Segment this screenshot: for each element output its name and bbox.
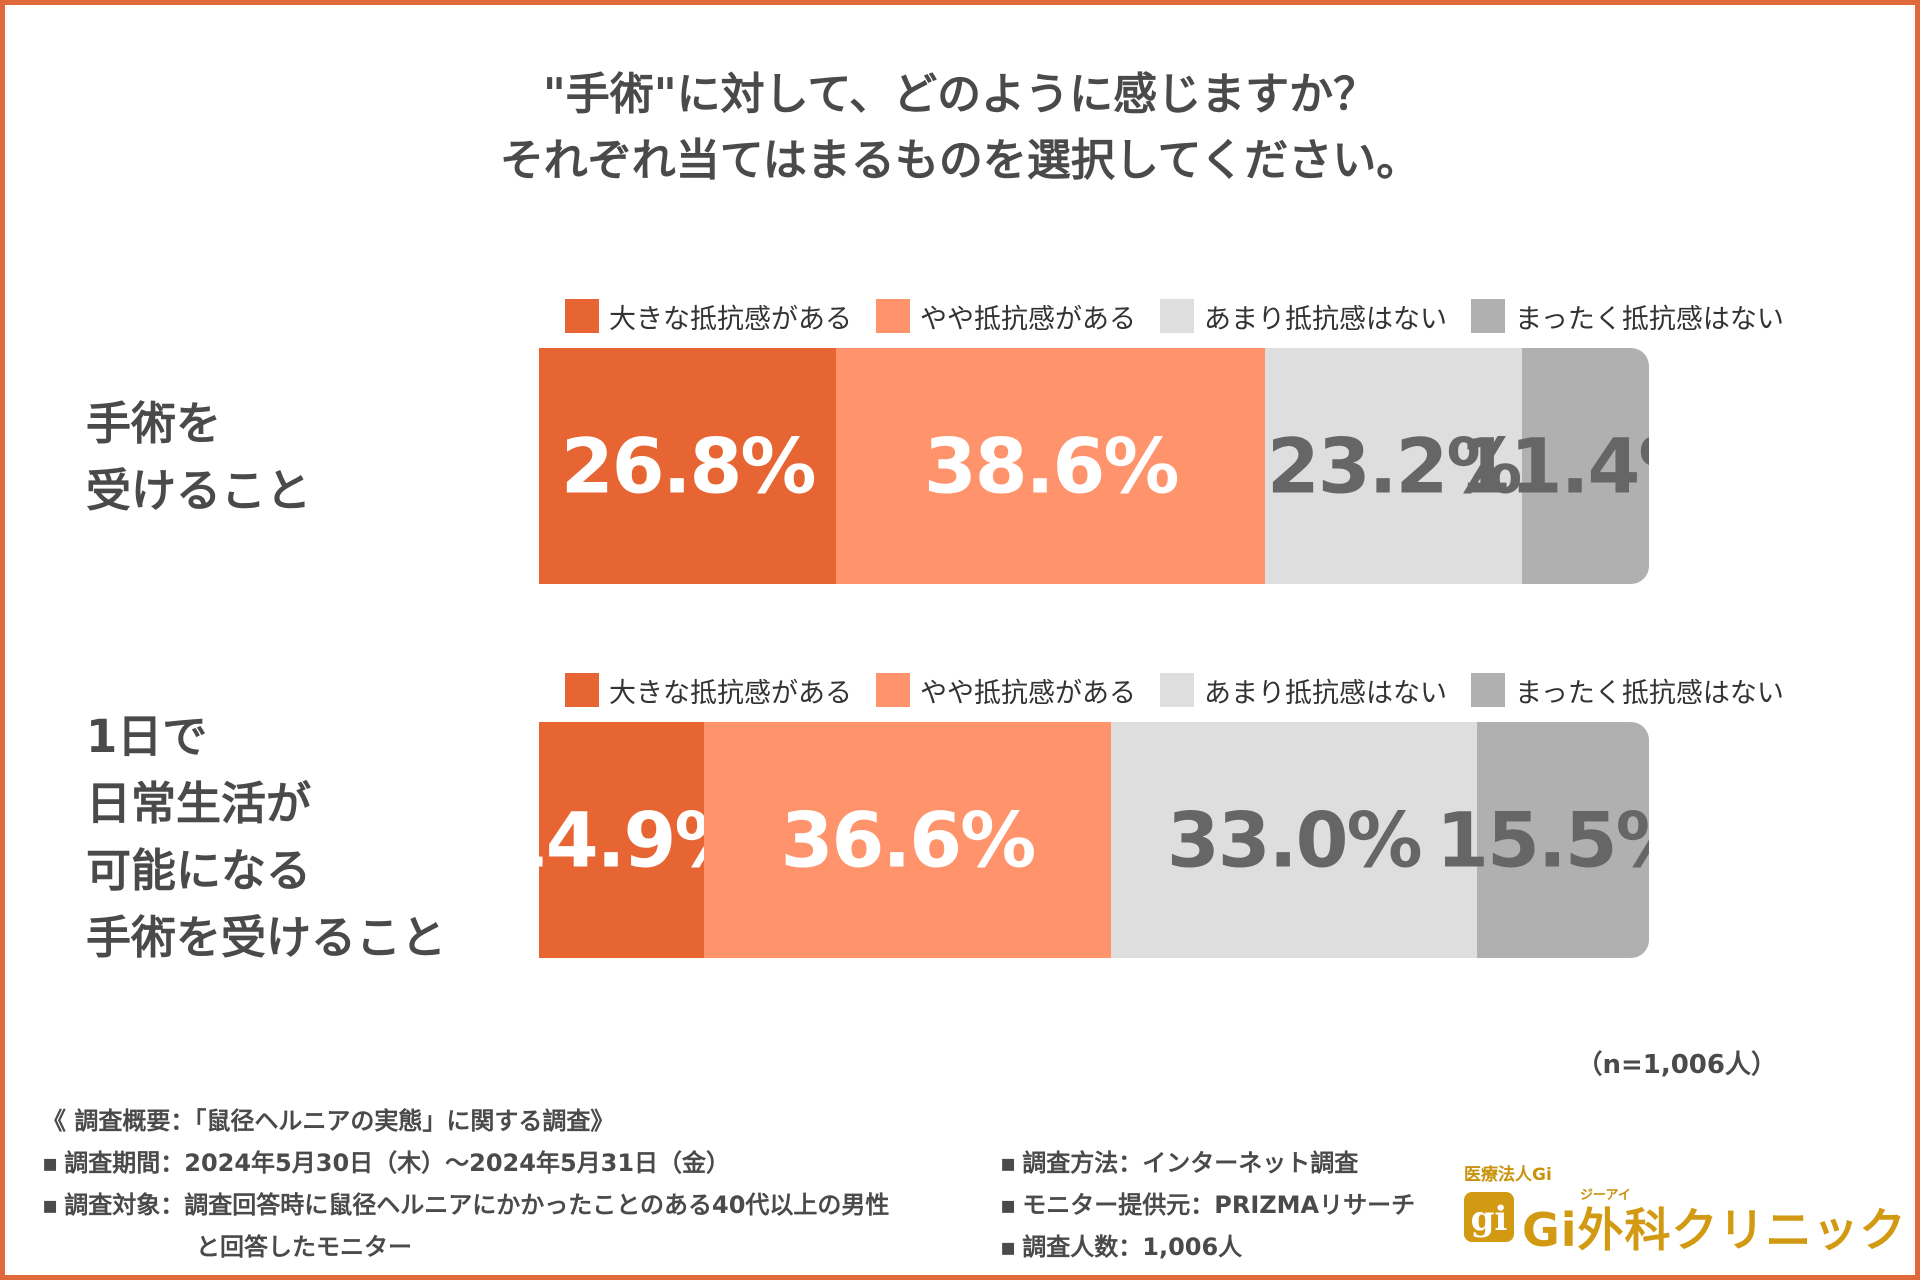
legend-swatch: [876, 299, 910, 333]
legend-item: やや抵抗感がある: [876, 671, 1136, 710]
bullet: ▪: [1000, 1233, 1017, 1261]
legend-item: 大きな抵抗感がある: [565, 297, 852, 336]
bullet: ▪: [1000, 1191, 1017, 1219]
survey-heading: 《 調査概要：「鼠径ヘルニアの実態」に関する調査》: [42, 1107, 615, 1135]
bar-segment: 33.0%: [1110, 722, 1477, 958]
bar-segment: 26.8%: [539, 348, 837, 584]
bar-segment: 23.2%: [1264, 348, 1523, 584]
legend-label: まったく抵抗感はない: [1515, 677, 1784, 709]
survey-count-text: 調査人数：1,006人: [1022, 1233, 1243, 1261]
chart-title: "手術"に対して、どのように感じますか？ それぞれ当てはまるものを選択してくださ…: [0, 62, 1920, 194]
chart-title-line1: "手術"に対して、どのように感じますか？: [542, 69, 1378, 120]
bar-value-label: 26.8%: [560, 421, 817, 511]
legend-item: やや抵抗感がある: [876, 297, 1136, 336]
stacked-bar-2: 14.9% 36.6% 33.0%15.5%: [539, 722, 1649, 958]
logo-mark-text: gi: [1471, 1199, 1508, 1239]
survey-target-line2: と回答したモニター: [196, 1233, 412, 1261]
survey-period-text: 調査期間：2024年5月30日（木）～2024年5月31日（金）: [64, 1149, 731, 1177]
legend-item: まったく抵抗感はない: [1471, 671, 1784, 710]
survey-target-text: 調査対象：調査回答時に鼠径ヘルニアにかかったことのある40代以上の男性: [64, 1191, 890, 1219]
legend-label: 大きな抵抗感がある: [609, 677, 852, 709]
bar-segment: 14.9%: [539, 722, 751, 958]
legend-label: 大きな抵抗感がある: [609, 303, 852, 335]
logo-org: 医療法人Gi: [1464, 1165, 1552, 1185]
row-label-line: 1日で: [86, 710, 208, 763]
bar-segment: 11.4%: [1459, 348, 1649, 584]
row-label-line: 可能になる: [86, 844, 312, 897]
legend-item: あまり抵抗感はない: [1160, 297, 1447, 336]
legend-swatch: [1471, 299, 1505, 333]
row-label-line: 日常生活が: [86, 777, 312, 830]
survey-count: ▪ 調査人数：1,006人: [1000, 1230, 1242, 1264]
legend-label: あまり抵抗感はない: [1204, 303, 1447, 335]
bar-value-label: 36.6%: [780, 795, 1037, 885]
survey-period: ▪ 調査期間：2024年5月30日（木）～2024年5月31日（金）: [42, 1146, 730, 1180]
row-label-line: 手術を: [86, 397, 222, 450]
legend-top: 大きな抵抗感がある やや抵抗感がある あまり抵抗感はない まったく抵抗感はない: [565, 297, 1784, 335]
logo-kana: ジーアイ: [1580, 1188, 1631, 1203]
bullet: ▪: [1000, 1149, 1017, 1177]
legend-label: やや抵抗感がある: [920, 303, 1136, 335]
row-label-line: 受けること: [86, 464, 312, 517]
bullet: ▪: [42, 1191, 59, 1219]
legend-item: まったく抵抗感はない: [1471, 297, 1784, 336]
legend-bottom: 大きな抵抗感がある やや抵抗感がある あまり抵抗感はない まったく抵抗感はない: [565, 671, 1784, 709]
survey-provider: ▪ モニター提供元：PRIZMAリサーチ: [1000, 1188, 1415, 1222]
clinic-logo: 医療法人Gi ジーアイ gi Gi外科クリニック: [1462, 1160, 1906, 1257]
legend-swatch: [1471, 673, 1505, 707]
legend-swatch: [565, 673, 599, 707]
legend-item: 大きな抵抗感がある: [565, 671, 852, 710]
bar-value-label: 33.0%: [1166, 795, 1423, 885]
legend-item: あまり抵抗感はない: [1160, 671, 1447, 710]
legend-swatch: [1160, 673, 1194, 707]
row-label-1: 手術を 受けること: [86, 390, 311, 524]
row-label-2: 1日で 日常生活が 可能になる 手術を受けること: [86, 703, 446, 971]
row-label-line: 手術を受けること: [86, 911, 447, 964]
stacked-bar-1: 26.8% 38.6% 23.2%11.4%: [539, 348, 1649, 584]
legend-label: やや抵抗感がある: [920, 677, 1136, 709]
sample-size: （n=1,006人）: [1576, 1050, 1777, 1080]
bar-value-label: 38.6%: [923, 421, 1180, 511]
legend-label: まったく抵抗感はない: [1515, 303, 1784, 335]
survey-provider-text: モニター提供元：PRIZMAリサーチ: [1022, 1191, 1416, 1219]
logo-mark-icon: gi: [1464, 1192, 1514, 1242]
legend-swatch: [1160, 299, 1194, 333]
legend-swatch: [876, 673, 910, 707]
legend-swatch: [565, 299, 599, 333]
survey-target: ▪ 調査対象：調査回答時に鼠径ヘルニアにかかったことのある40代以上の男性: [42, 1188, 889, 1222]
bar-value-label: 15.5%: [1436, 795, 1649, 885]
bar-value-label: 23.2%: [1266, 421, 1523, 511]
bar-segment: 36.6%: [704, 722, 1111, 958]
bar-segment: 15.5%: [1436, 722, 1649, 958]
chart-title-line2: それぞれ当てはまるものを選択してください。: [499, 135, 1421, 186]
bar-segment: 38.6%: [836, 348, 1265, 584]
legend-label: あまり抵抗感はない: [1204, 677, 1447, 709]
survey-method: ▪ 調査方法：インターネット調査: [1000, 1146, 1358, 1180]
bullet: ▪: [42, 1149, 59, 1177]
logo-name: Gi外科クリニック: [1522, 1203, 1907, 1257]
survey-method-text: 調査方法：インターネット調査: [1022, 1149, 1359, 1177]
bar-value-label: 11.4%: [1458, 421, 1649, 511]
